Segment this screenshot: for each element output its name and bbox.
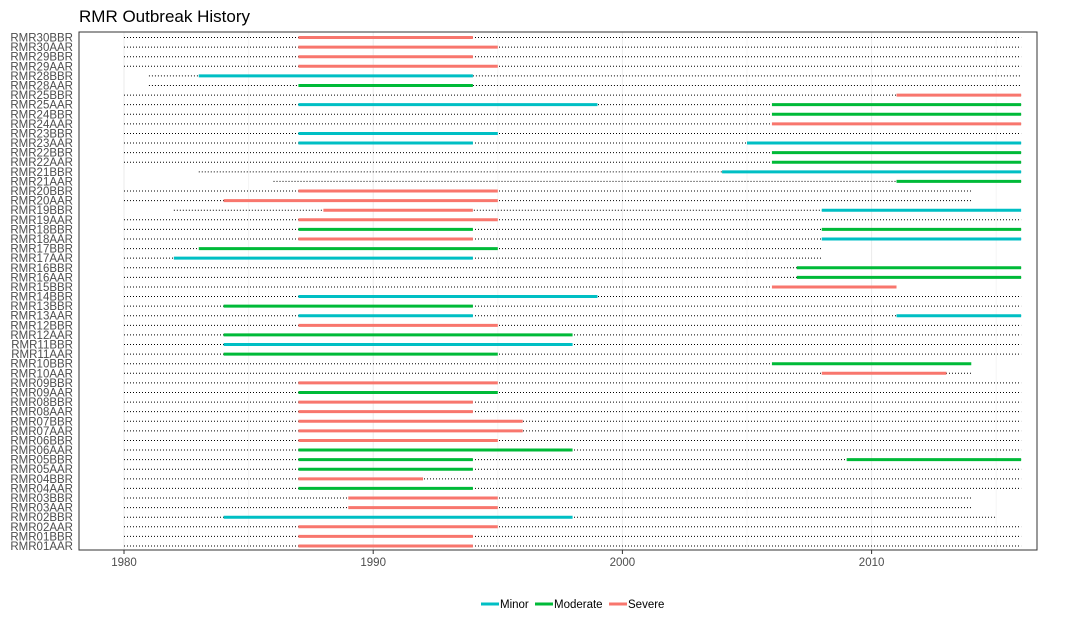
y-tick-label: RMR06AAR (10, 445, 73, 457)
y-tick-label: RMR25BBR (10, 90, 73, 102)
y-tick-label: RMR12BBR (10, 320, 73, 332)
y-tick-label: RMR17BBR (10, 244, 73, 256)
y-tick-label: RMR21AAR (10, 176, 73, 188)
y-tick-label: RMR19BBR (10, 205, 73, 217)
y-tick-label: RMR08AAR (10, 407, 73, 419)
y-tick-label: RMR03BBR (10, 493, 73, 505)
y-tick-label: RMR25AAR (10, 100, 73, 112)
y-tick-label: RMR07BBR (10, 416, 73, 428)
y-tick-label: RMR09BBR (10, 378, 73, 390)
x-tick-label: 1990 (360, 557, 386, 569)
y-tick-label: RMR24BBR (10, 109, 73, 121)
y-tick-label: RMR22AAR (10, 157, 73, 169)
y-tick-label: RMR16BBR (10, 263, 73, 275)
y-tick-label: RMR07AAR (10, 426, 73, 438)
y-tick-label: RMR29AAR (10, 61, 73, 73)
y-tick-label: RMR30BBR (10, 33, 73, 45)
plot-panel-border (78, 31, 1038, 551)
y-tick-label: RMR13BBR (10, 301, 73, 313)
outbreak-segments (173, 36, 1022, 548)
y-tick-label: RMR02AAR (10, 522, 73, 534)
y-tick-label: RMR28BBR (10, 71, 73, 83)
x-tick-label: 2000 (610, 557, 636, 569)
y-tick-label: RMR04BBR (10, 474, 73, 486)
y-tick-label: RMR12AAR (10, 330, 73, 342)
y-tick-label: RMR20BBR (10, 186, 73, 198)
y-tick-label: RMR17AAR (10, 253, 73, 265)
y-tick-label: RMR19AAR (10, 215, 73, 227)
y-tick-label: RMR11BBR (11, 340, 73, 352)
y-tick-label: RMR04AAR (10, 483, 73, 495)
legend-label: Severe (628, 599, 664, 611)
y-tick-label: RMR23AAR (10, 138, 73, 150)
legend: Minor Moderate Severe (481, 599, 664, 611)
y-tick-label: RMR09AAR (10, 387, 73, 399)
y-tick-label: RMR05BBR (10, 455, 73, 467)
y-tick-label: RMR18BBR (10, 224, 73, 236)
y-tick-label: RMR18AAR (10, 234, 73, 246)
y-tick-label: RMR10AAR (10, 368, 73, 380)
y-tick-label: RMR15BBR (10, 282, 73, 294)
y-tick-label: RMR08BBR (10, 397, 73, 409)
y-tick-label: RMR21BBR (10, 167, 73, 179)
y-tick-label: RMR23BBR (10, 128, 73, 140)
y-tick-label: RMR20AAR (10, 196, 73, 208)
y-axis-labels: RMR30BBRRMR30AARRMR29BBRRMR29AARRMR28BBR… (10, 33, 73, 554)
x-tick-label: 2010 (859, 557, 885, 569)
y-tick-label: RMR05AAR (10, 464, 73, 476)
legend-label: Minor (500, 599, 529, 611)
y-tick-label: RMR03AAR (10, 503, 73, 515)
y-tick-label: RMR22BBR (10, 148, 73, 160)
y-tick-label: RMR11AAR (11, 349, 73, 361)
y-tick-label: RMR14BBR (10, 292, 73, 304)
y-tick-label: RMR16AAR (10, 272, 73, 284)
y-tick-label: RMR06BBR (10, 435, 73, 447)
y-tick-label: RMR30AAR (10, 42, 73, 54)
y-tick-label: RMR13AAR (10, 311, 73, 323)
y-tick-label: RMR02BBR (10, 512, 73, 524)
y-tick-label: RMR29BBR (10, 52, 73, 64)
y-tick-label: RMR01AAR (10, 541, 73, 553)
grid-lines (123, 32, 997, 550)
legend-label: Moderate (554, 599, 603, 611)
y-tick-label: RMR28AAR (10, 80, 73, 92)
x-tick-label: 1980 (111, 557, 137, 569)
x-axis: 1980 1990 2000 2010 (111, 550, 884, 569)
y-tick-label: RMR10BBR (10, 359, 73, 371)
y-tick-label: RMR01BBR (10, 531, 73, 543)
y-tick-label: RMR24AAR (10, 119, 73, 131)
chart-title: RMR Outbreak History (79, 7, 250, 26)
